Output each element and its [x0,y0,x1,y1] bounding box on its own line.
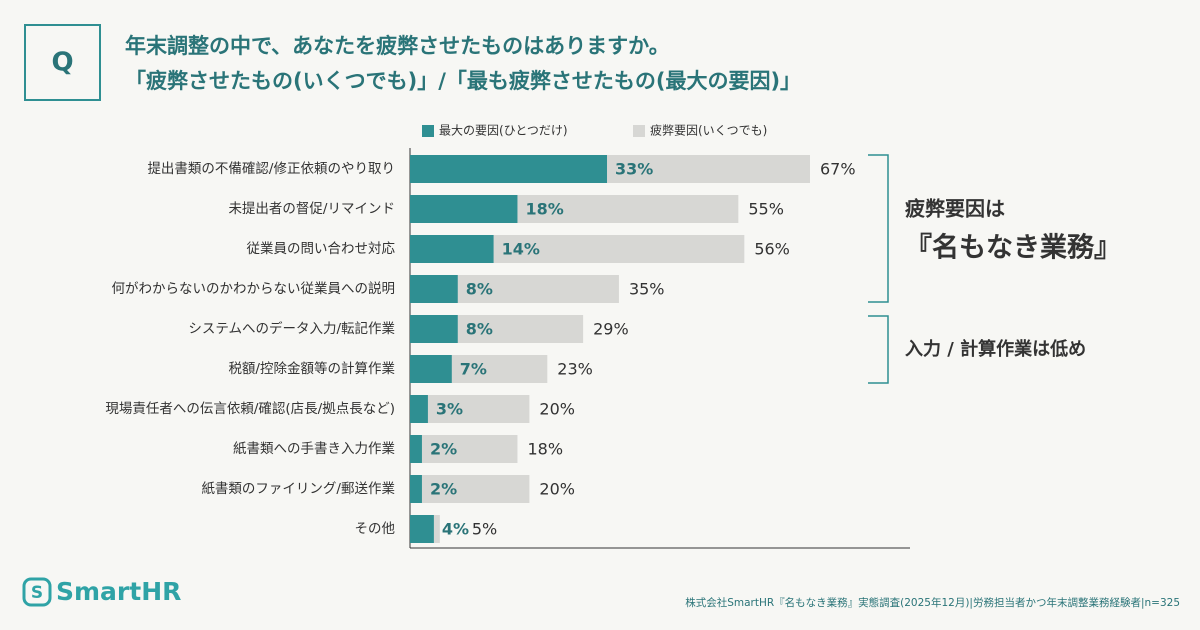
value-label: 23% [557,360,593,379]
value-label: 2% [430,480,457,499]
category-label: システムへのデータ入力/転記作業 [188,320,395,337]
chart-title: 年末調整の中で、あなたを疲弊させたものはありますか。 [125,34,670,58]
value-label: 2% [430,440,457,459]
logo: SmartHR [56,577,181,606]
bar [410,395,530,423]
bar [410,355,452,383]
value-label: 55% [748,200,784,219]
category-label: 紙書類のファイリング/郵送作業 [201,481,395,497]
category-label: 何がわからないのかわからない従業員への説明 [112,281,396,297]
category-label: 現場責任者への伝言依頼/確認(店長/拠点長など) [105,401,395,417]
bar [410,315,458,343]
value-label: 14% [502,240,540,259]
bracket [868,315,889,384]
bar [410,155,608,183]
legend-label: 最大の要因(ひとつだけ) [439,124,568,138]
bar [410,475,530,503]
value-label: 8% [466,320,493,339]
value-label: 56% [754,240,790,259]
value-label: 20% [539,400,575,419]
value-label: 18% [527,440,563,459]
bar [410,235,494,263]
value-label: 29% [593,320,629,339]
q-label: Q [51,48,73,78]
legend-label: 疲弊要因(いくつでも) [650,123,767,138]
value-label: 7% [460,360,487,379]
value-label: 18% [525,200,563,219]
value-label: 8% [466,280,493,299]
legend-swatch [422,125,434,137]
source: 株式会社SmartHR『名もなき業務』実態調査(2025年12月)|労務担当者か… [685,596,1180,609]
value-label: 35% [629,280,665,299]
annotation: 疲弊要因は [905,197,1005,221]
bar [410,475,422,503]
value-label: 33% [615,160,653,179]
category-label: 未提出者の督促/リマインド [228,201,395,217]
logo-icon [22,577,52,607]
category-label: 紙書類への手書き入力作業 [233,441,395,457]
value-label: 5% [472,520,497,539]
bracket [868,154,889,303]
logo-icon-mark: S [31,583,43,603]
bar [410,395,428,423]
chart-subtitle: 「疲弊させたもの(いくつでも)」/「最も疲弊させたもの(最大の要因)」 [125,69,801,93]
value-label: 4% [442,520,469,539]
category-label: その他 [355,521,396,537]
value-label: 67% [820,160,856,179]
value-label: 20% [539,480,575,499]
bar [410,435,518,463]
q-box [24,24,101,101]
category-label: 税額/控除金額等の計算作業 [228,360,395,377]
bar [410,435,422,463]
annotation: 入力 / 計算作業は低め [905,338,1086,360]
category-label: 従業員の問い合わせ対応 [247,241,396,257]
bar [410,275,458,303]
category-label: 提出書類の不備確認/修正依頼のやり取り [147,161,395,177]
legend-swatch [633,125,645,137]
bar [410,195,518,223]
value-label: 3% [436,400,463,419]
bar [410,515,434,543]
annotation: 『名もなき業務』 [905,232,1121,264]
